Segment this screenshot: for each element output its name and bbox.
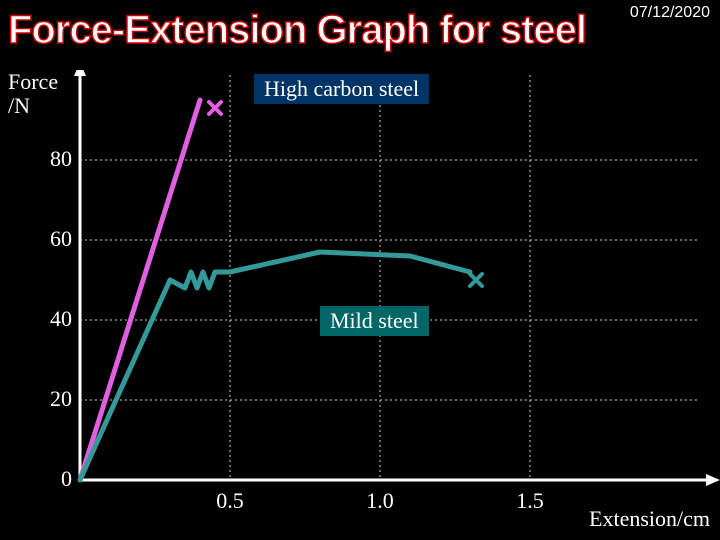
y-tick-label: 20 xyxy=(22,386,72,412)
series-label: Mild steel xyxy=(320,306,429,336)
x-tick-label: 1.0 xyxy=(366,488,394,514)
chart-svg xyxy=(0,70,720,540)
y-tick-label: 0 xyxy=(22,466,72,492)
y-tick-label: 80 xyxy=(22,146,72,172)
y-tick-label: 40 xyxy=(22,306,72,332)
x-tick-label: 1.5 xyxy=(516,488,544,514)
date-stamp: 07/12/2020 xyxy=(630,4,710,22)
x-tick-label: 0.5 xyxy=(216,488,244,514)
y-tick-label: 60 xyxy=(22,226,72,252)
x-axis-label: Extension/cm xyxy=(589,506,710,532)
series-label: High carbon steel xyxy=(254,74,429,104)
y-axis-label: Force/N xyxy=(8,70,58,118)
page-title: Force-Extension Graph for steel Force-Ex… xyxy=(8,8,586,53)
force-extension-chart: Force/N Extension/cm 0 20 40 60 80 0.5 1.0 1.5 H… xyxy=(0,70,720,540)
